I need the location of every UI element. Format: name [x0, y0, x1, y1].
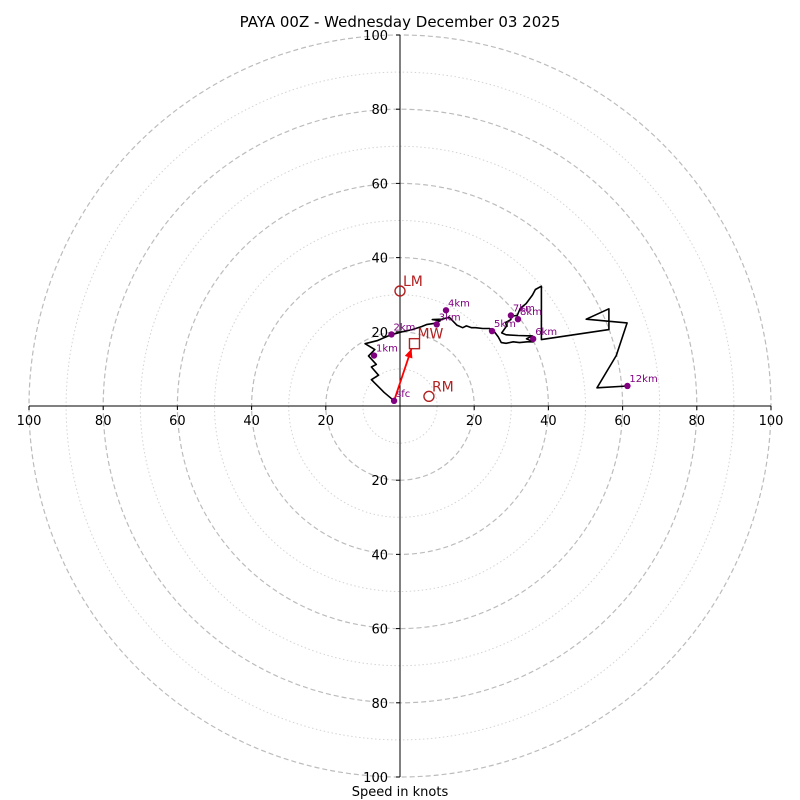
- rm-label: RM: [432, 379, 454, 395]
- tick-labels: 100 80 60 40 20 20 40 60 80 100 100 80 60 40 20 20 40 60 8…: [17, 29, 784, 786]
- mw-label: MW: [417, 327, 443, 343]
- height-marker-1km: [370, 352, 378, 359]
- lm-label: LM: [403, 274, 423, 290]
- lm-marker: [394, 285, 406, 297]
- height-marker-7km: [507, 312, 515, 319]
- wind-trace-group: [364, 285, 628, 402]
- x-tick-label: 80: [689, 414, 706, 429]
- height-marker-2km: [388, 331, 395, 338]
- height-label-6km: 6km: [535, 327, 557, 338]
- x-tick-label: 20: [318, 414, 335, 429]
- y-tick-label: 60: [371, 623, 388, 638]
- y-tick-label: 100: [363, 29, 388, 44]
- x-tick-label: 20: [466, 414, 483, 429]
- x-tick-label: 80: [95, 414, 112, 429]
- height-marker-4km: [442, 307, 450, 314]
- x-tick-label: 60: [614, 414, 631, 429]
- height-label-5km: 5km: [494, 319, 516, 330]
- y-tick-label: 40: [371, 252, 388, 267]
- y-tick-label: 60: [371, 177, 388, 192]
- chart-title: PAYA 00Z - Wednesday December 03 2025: [240, 13, 561, 31]
- height-label-2km: 2km: [393, 322, 415, 333]
- height-marker-3km: [433, 321, 440, 328]
- height-label-4km: 4km: [448, 298, 470, 309]
- height-label-12km: 12km: [629, 374, 657, 385]
- x-tick-label: 40: [540, 414, 557, 429]
- mean-wind-arrow: [393, 348, 413, 402]
- height-label-7km: 7km: [513, 303, 535, 314]
- height-label-8km: 8km: [520, 307, 542, 318]
- height-label-3km: 3km: [439, 312, 461, 323]
- y-tick-label: 20: [371, 474, 388, 489]
- wind-trace-line: [364, 285, 628, 402]
- height-marker-sfc: [390, 397, 398, 405]
- y-tick-label: 80: [371, 103, 388, 118]
- height-marker-5km: [488, 327, 496, 335]
- x-tick-label: 100: [17, 414, 42, 429]
- y-tick-label: 100: [363, 771, 388, 786]
- y-tick-label: 40: [371, 548, 388, 563]
- x-tick-label: 40: [243, 414, 260, 429]
- x-tick-label: 100: [759, 414, 784, 429]
- storm-motion-group: LM RM MW: [393, 274, 454, 403]
- x-tick-label: 60: [169, 414, 186, 429]
- height-marker-6km: [529, 335, 537, 343]
- height-marker-12km: [624, 382, 631, 390]
- mw-marker: [408, 337, 421, 350]
- height-marker-8km: [514, 315, 522, 323]
- y-tick-label: 80: [371, 697, 388, 712]
- height-label-1km: 1km: [376, 344, 398, 355]
- height-label-sfc: sfc: [396, 389, 410, 400]
- y-tick-label: 20: [371, 326, 388, 341]
- axes: [29, 35, 771, 777]
- mean-wind-arrow-head: [404, 348, 413, 359]
- rm-marker: [423, 390, 435, 403]
- x-axis-label: Speed in knots: [352, 785, 449, 800]
